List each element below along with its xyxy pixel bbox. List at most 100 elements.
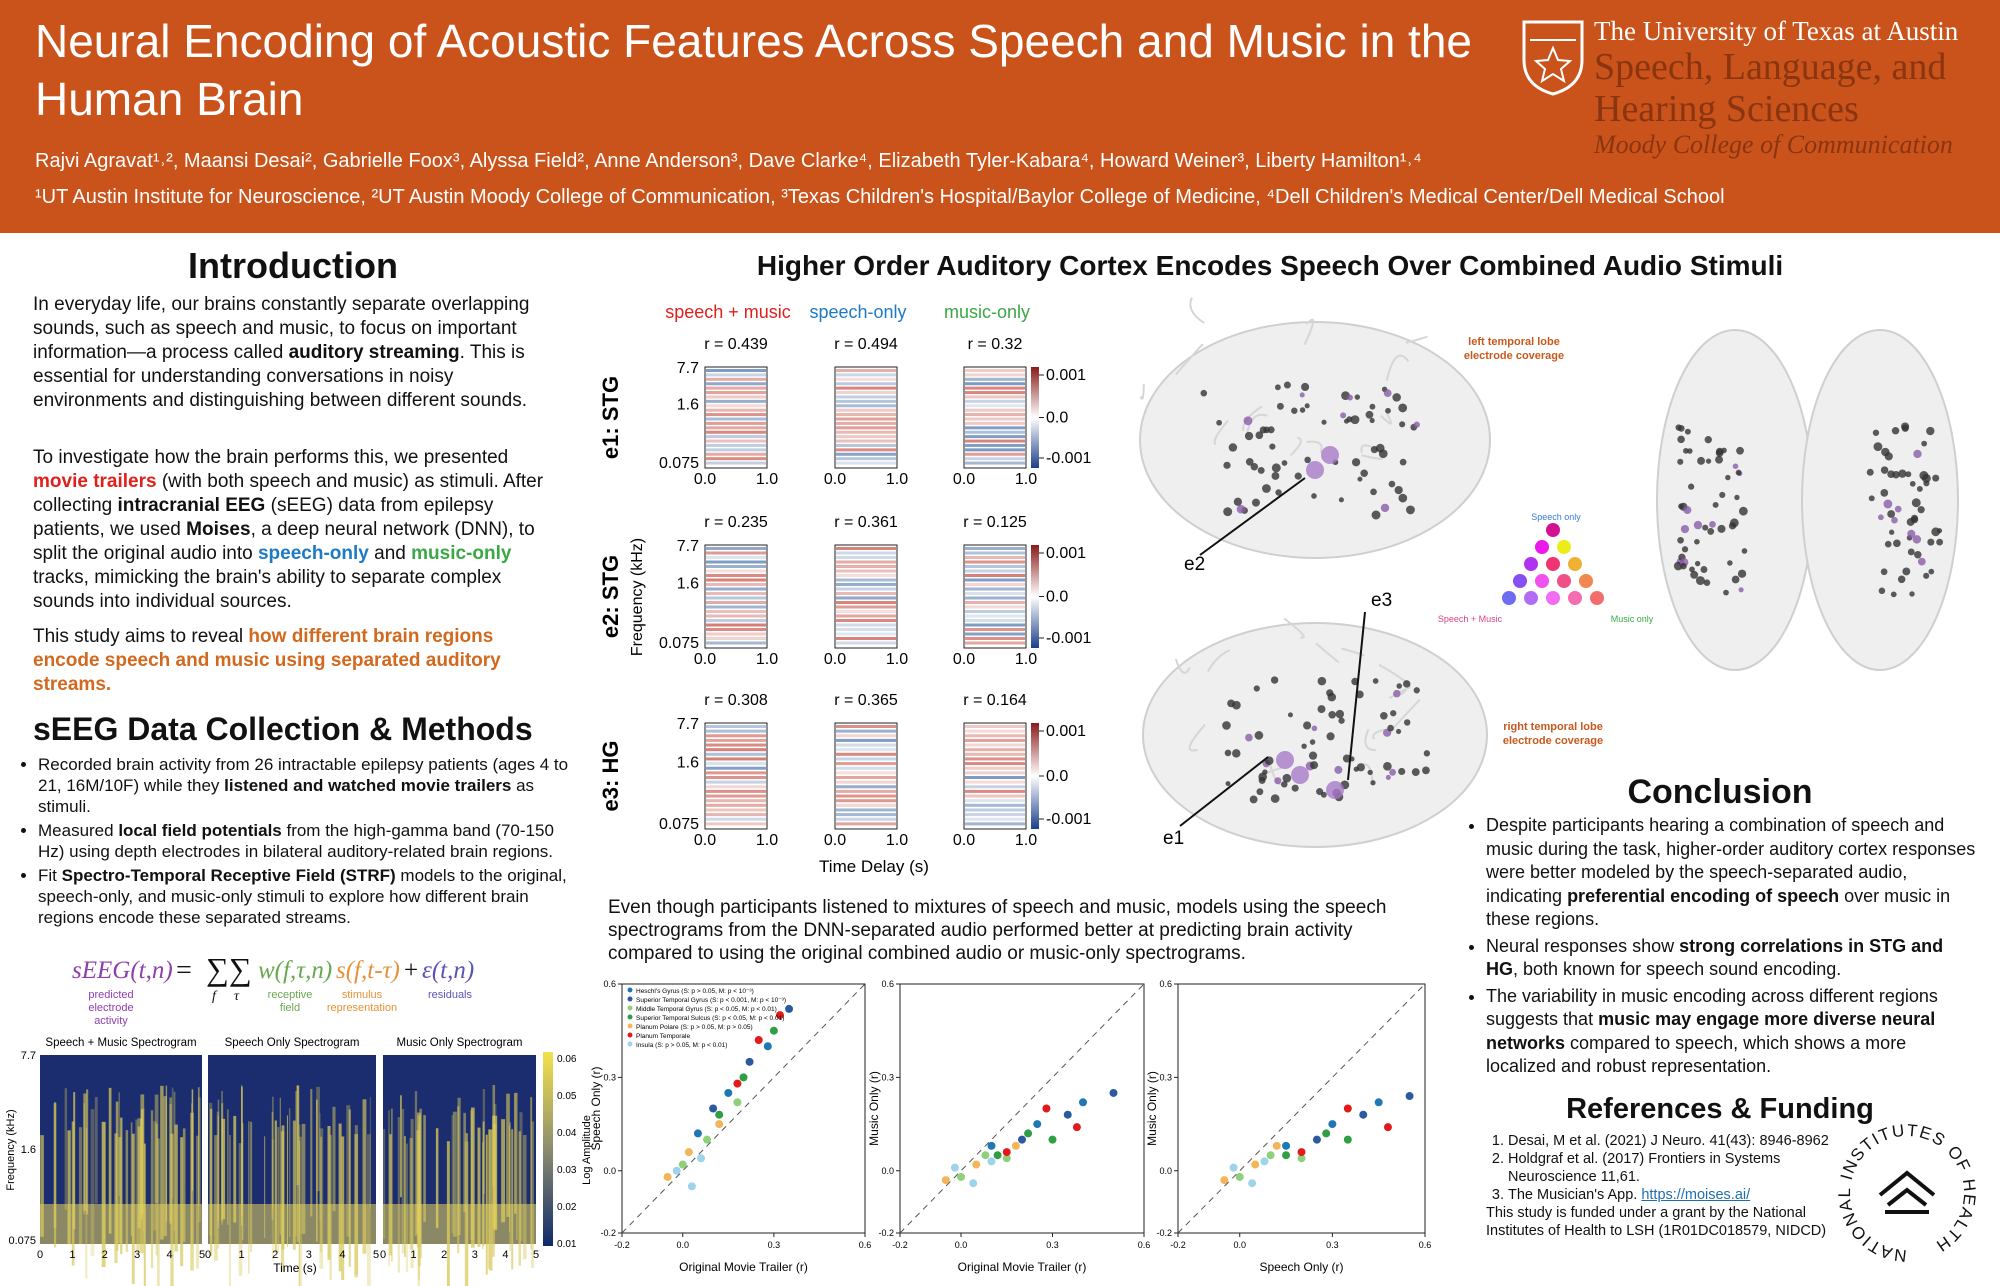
eq-label: residuals — [427, 989, 473, 1001]
point — [1048, 1135, 1057, 1144]
x-axis-label: Speech Only (r) — [1259, 1260, 1343, 1274]
identity-line — [899, 983, 1145, 1234]
point — [987, 1157, 996, 1166]
heatmap-band — [965, 547, 1025, 550]
text: strong correlations in STG and HG — [1486, 935, 1944, 980]
colorbar-tick-label: 0.03 — [557, 1165, 577, 1176]
heatmap-band — [706, 417, 766, 421]
heatmap-band — [836, 794, 896, 798]
spectrogram-band — [482, 1089, 486, 1195]
colorbar-tick-label: -0.001 — [1046, 630, 1091, 647]
text: music may engage more diverse neural net… — [1486, 1009, 1936, 1053]
sulcus — [1268, 761, 1285, 786]
spectrogram-band — [142, 1108, 145, 1232]
legend-label: Music only — [1611, 614, 1654, 624]
electrode — [1704, 436, 1712, 444]
heatmap-band — [706, 628, 766, 631]
electrode — [1258, 772, 1267, 782]
spectrogram-band — [174, 1124, 178, 1252]
heatmap-band — [836, 417, 896, 421]
spectrogram-band — [86, 1089, 89, 1215]
electrode — [1317, 676, 1327, 686]
spectrogram-band — [470, 1110, 474, 1240]
spectrogram-band — [464, 1141, 469, 1286]
heatmap-band — [965, 421, 1025, 425]
point — [739, 1073, 748, 1082]
point — [1033, 1120, 1042, 1129]
electrode — [1890, 591, 1897, 598]
y-tick-label: 0.3 — [881, 1072, 894, 1082]
electrode — [1320, 791, 1327, 798]
link[interactable]: https://moises.ai/ — [1641, 1187, 1751, 1203]
heatmap-band — [965, 452, 1025, 456]
heatmap-band — [965, 413, 1025, 417]
text: models to the original, speech-only, and… — [38, 866, 567, 927]
heatmap-band — [706, 632, 766, 636]
spectrogram-band — [298, 1136, 303, 1286]
point — [1405, 1092, 1414, 1101]
electrode — [1719, 491, 1726, 498]
point — [733, 1079, 742, 1088]
legend-swatch — [627, 1005, 633, 1011]
spectrogram-band — [346, 1105, 351, 1237]
spectrogram-band — [296, 1085, 299, 1242]
electrode — [1880, 568, 1888, 576]
heatmap-band — [836, 430, 896, 434]
bullet: Recorded brain activity from 26 intracta… — [38, 754, 573, 817]
heatmap-band — [965, 738, 1025, 742]
spectrogram-band — [150, 1110, 154, 1269]
electrode — [1693, 520, 1703, 530]
x-tick-label: 0.0 — [676, 1240, 689, 1250]
spectrogram-band — [53, 1103, 57, 1228]
heatmap-band — [706, 386, 766, 390]
spectrogram-band — [248, 1121, 250, 1274]
legend-swatch — [627, 1023, 633, 1029]
heatmap-band — [836, 421, 896, 425]
y-axis-label: Music Only (r) — [867, 1071, 881, 1146]
text: tracks, mimicking the brain's ability to… — [33, 567, 502, 612]
colorbar — [1031, 723, 1039, 829]
electrode — [1222, 721, 1231, 730]
header: Neural Encoding of Acoustic Features Acr… — [0, 0, 2000, 233]
spectrogram-band — [271, 1111, 274, 1220]
heatmap-band — [965, 605, 1025, 609]
heatmap-band — [706, 738, 766, 742]
spectrogram-band — [492, 1115, 495, 1257]
references-heading: References & Funding — [1566, 1093, 1874, 1125]
sulcus — [1206, 649, 1231, 672]
heatmap-band — [836, 547, 896, 550]
electrode — [1690, 570, 1699, 579]
electrode-label: e2 — [1184, 554, 1205, 575]
colorbar-tick-label: 0.001 — [1046, 545, 1086, 562]
x-tick-label: 5 — [199, 1249, 205, 1261]
electrode — [1683, 448, 1689, 454]
heatmap-band — [836, 619, 896, 622]
heatmap-band — [836, 738, 896, 742]
heatmap-band — [706, 373, 766, 377]
coverage-label: left temporal lobe — [1468, 336, 1560, 348]
point — [993, 1151, 1002, 1160]
spectrogram-band — [131, 1133, 135, 1284]
electrode — [1262, 484, 1271, 493]
heatmap-band — [836, 369, 896, 372]
spectrogram-band — [67, 1130, 71, 1245]
spectrogram-band — [400, 1095, 402, 1198]
heatmap-band — [706, 794, 766, 798]
spectrogram-band — [104, 1122, 106, 1239]
x-tick-label: 0.0 — [694, 651, 716, 668]
electrode — [1887, 510, 1896, 518]
electrode — [1688, 483, 1695, 490]
electrode — [1926, 426, 1935, 436]
electrode — [1917, 557, 1926, 566]
electrode — [1335, 709, 1345, 719]
sulcus — [1385, 354, 1410, 381]
pointer — [1179, 756, 1269, 827]
spectrogram-band — [221, 1118, 226, 1220]
y-tick-label: -0.2 — [1156, 1228, 1172, 1238]
r-value: r = 0.361 — [834, 514, 898, 531]
electrode — [1223, 461, 1231, 469]
intro-heading: Introduction — [188, 245, 398, 286]
heatmap-band — [706, 780, 766, 784]
electrode — [1872, 429, 1880, 436]
legend-dot — [1590, 591, 1604, 605]
